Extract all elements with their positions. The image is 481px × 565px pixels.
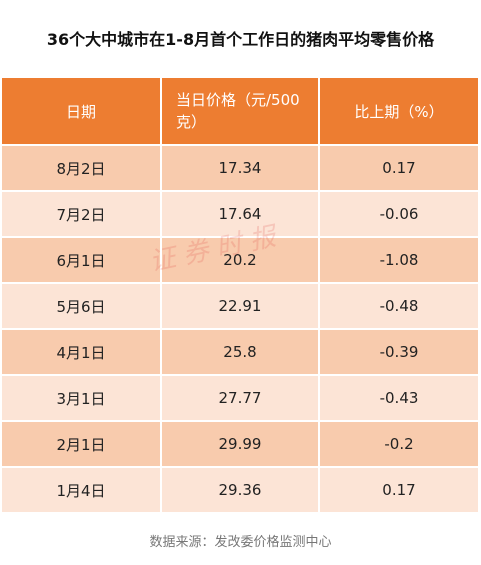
table-cell: -0.43: [379, 389, 419, 407]
table-cell: 20.2: [162, 238, 320, 282]
title: 36个大中城市在1-8月首个工作日的猪肉平均零售价格: [46, 30, 435, 49]
table: 日期 当日价格（元/500克） 比上期（%） 8月2日 17.34 0.17 7月2日 17.…: [2, 78, 478, 514]
table-cell: -0.48: [379, 297, 419, 315]
table-row: 5月6日 22.91 -0.48: [2, 284, 478, 330]
table-cell: -0.2: [384, 435, 414, 453]
header-cell: 当日价格（元/500克）: [162, 78, 320, 144]
table-cell: 6月1日: [2, 238, 162, 282]
table-row: 7月2日 17.64 -0.06: [2, 192, 478, 238]
table-cell: -0.06: [379, 205, 419, 223]
header-cell: 比上期（%）: [354, 102, 444, 121]
table-cell: 27.77: [162, 376, 320, 420]
table-cell: 8月2日: [2, 146, 162, 190]
table-cell: 29.99: [162, 422, 320, 466]
table-cell: -0.39: [379, 343, 419, 361]
table-cell: 2月1日: [2, 422, 162, 466]
table-row: 1月4日 29.36 0.17: [2, 468, 478, 514]
table-row: 6月1日 20.2 -1.08: [2, 238, 478, 284]
header-row: 日期 当日价格（元/500克） 比上期（%）: [2, 78, 478, 146]
table-cell: 22.91: [162, 284, 320, 328]
table-row: 4月1日 25.8 -0.39: [2, 330, 478, 376]
table-cell: 25.8: [162, 330, 320, 374]
table-row: 2月1日 29.99 -0.2: [2, 422, 478, 468]
table-cell: 5月6日: [2, 284, 162, 328]
source-note: 数据来源：发改委价格监测中心: [149, 535, 332, 550]
table-cell: 29.36: [162, 468, 320, 512]
table-cell: 7月2日: [2, 192, 162, 236]
table-cell: 17.64: [162, 192, 320, 236]
table-cell: 0.17: [382, 159, 416, 177]
table-cell: 17.34: [162, 146, 320, 190]
table-cell: 0.17: [382, 481, 416, 499]
table-cell: 4月1日: [2, 330, 162, 374]
table-row: 8月2日 17.34 0.17: [2, 146, 478, 192]
header-cell: 日期: [2, 78, 162, 144]
table-cell: -1.08: [379, 251, 419, 269]
table-cell: 3月1日: [2, 376, 162, 420]
table-row: 3月1日 27.77 -0.43: [2, 376, 478, 422]
table-cell: 1月4日: [2, 468, 162, 512]
